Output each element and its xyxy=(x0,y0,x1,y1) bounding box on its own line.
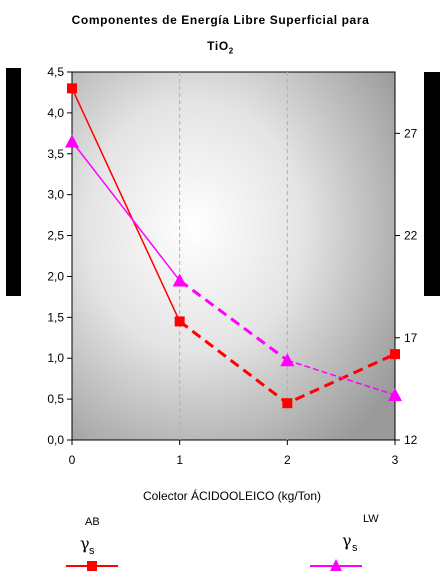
right-y-axis: 12 17 22 27 xyxy=(395,126,418,447)
chart-title-tio: TiO xyxy=(207,39,229,53)
left-y-tick-label: 3,0 xyxy=(47,188,64,202)
left-y-tick-label: 0,5 xyxy=(47,392,64,406)
legend: γ s AB γ s LW xyxy=(66,513,379,571)
left-y-tick-label: 4,0 xyxy=(47,106,64,120)
left-y-tick-label: 0,0 xyxy=(47,433,64,447)
plot-area xyxy=(71,71,396,441)
right-black-bar xyxy=(424,72,440,296)
left-y-tick-label: 1,0 xyxy=(47,351,64,365)
series-ab-point xyxy=(174,316,185,327)
series-lw-end-line xyxy=(287,359,396,396)
series-lw-point xyxy=(388,388,402,402)
x-tick-label: 1 xyxy=(176,453,183,467)
legend-lw-symbol: γ xyxy=(342,531,352,550)
series-ab-point xyxy=(390,349,400,360)
series-lw-point xyxy=(280,353,295,367)
x-tick-label: 3 xyxy=(392,453,399,467)
series-lw-dashed-line xyxy=(178,279,289,362)
series-ab-point xyxy=(282,398,293,409)
left-y-tick-label: 4,5 xyxy=(47,65,64,79)
series-lw-solid-line xyxy=(71,141,181,281)
series-ab-solid-line xyxy=(71,88,181,322)
left-y-axis: 0,0 0,5 1,0 1,5 2,0 2,5 3,0 3,5 4,0 4,5 xyxy=(47,65,72,447)
series-layer xyxy=(65,83,402,409)
series-lw-point xyxy=(65,134,79,148)
chart-title-sub: 2 xyxy=(228,46,234,56)
left-y-tick-label: 3,5 xyxy=(47,147,64,161)
x-axis-label: Colector ÁCIDOOLEICO (kg/Ton) xyxy=(143,488,321,503)
legend-item-ab: γ s AB xyxy=(66,516,118,571)
legend-item-lw: γ s LW xyxy=(310,513,379,571)
right-y-tick-label: 17 xyxy=(404,331,418,345)
left-black-bar xyxy=(6,68,21,296)
right-y-tick-label: 27 xyxy=(404,126,418,140)
gridlines xyxy=(179,72,288,440)
left-y-tick-label: 1,5 xyxy=(47,310,64,324)
legend-ab-symbol: γ xyxy=(80,534,90,553)
series-ab-point xyxy=(67,83,77,94)
left-y-tick-label: 2,0 xyxy=(47,269,64,283)
chart-title-line2: TiO2 xyxy=(0,39,441,58)
x-axis: 0 1 2 3 xyxy=(69,440,399,467)
x-tick-label: 0 xyxy=(69,453,76,467)
right-y-tick-label: 12 xyxy=(404,433,418,447)
legend-ab-marker xyxy=(87,561,97,571)
chart-title-line1: Componentes de Energía Libre Superficial… xyxy=(71,13,370,27)
series-lw-point xyxy=(172,273,187,287)
right-y-tick-label: 22 xyxy=(404,229,418,243)
legend-lw-sup: LW xyxy=(363,513,379,525)
legend-lw-marker xyxy=(330,559,342,571)
legend-ab-sub: s xyxy=(89,545,95,557)
x-tick-label: 2 xyxy=(284,453,291,467)
legend-lw-sub: s xyxy=(352,542,358,554)
legend-ab-sup: AB xyxy=(85,516,100,528)
left-y-tick-label: 2,5 xyxy=(47,229,64,243)
